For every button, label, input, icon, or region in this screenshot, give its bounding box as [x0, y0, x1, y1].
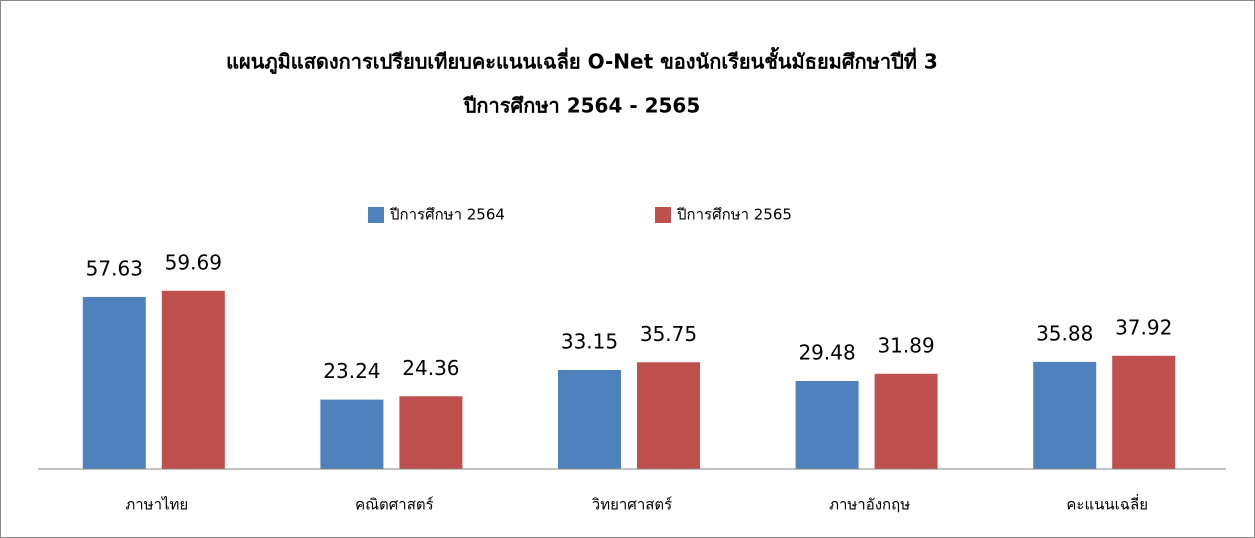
value-label: 23.24 — [323, 359, 380, 383]
chart-title: แผนภูมิแสดงการเปรียบเทียบคะแนนเฉลี่ย O-N… — [226, 47, 938, 76]
bar — [320, 399, 384, 469]
legend-swatch — [368, 207, 384, 223]
value-label: 33.15 — [561, 330, 618, 354]
x-tick-label: คณิตศาสตร์ — [355, 496, 434, 514]
value-label: 29.48 — [798, 340, 855, 364]
legend-label: ปีการศึกษา 2565 — [676, 206, 792, 224]
value-label: 59.69 — [165, 250, 222, 274]
bar — [161, 290, 225, 469]
x-tick-label: วิทยาศาสตร์ — [591, 496, 672, 514]
bar — [558, 370, 621, 469]
value-label: 37.92 — [1115, 315, 1172, 339]
bar — [1033, 361, 1097, 469]
x-tick-label: ภาษาอังกฤษ — [829, 496, 910, 514]
value-label: 24.36 — [402, 356, 459, 380]
legend-swatch — [655, 207, 671, 223]
value-label: 35.88 — [1036, 321, 1093, 345]
bar — [399, 396, 463, 469]
bar — [1112, 355, 1176, 469]
bar — [82, 296, 146, 469]
bar — [795, 380, 859, 469]
bar — [874, 373, 938, 469]
value-label: 57.63 — [86, 256, 143, 280]
bar — [637, 362, 700, 469]
x-tick-label: ภาษาไทย — [125, 496, 188, 514]
legend-label: ปีการศึกษา 2564 — [389, 206, 505, 224]
x-tick-label: คะแนนเฉลี่ย — [1066, 494, 1148, 514]
chart-subtitle: ปีการศึกษา 2564 - 2565 — [462, 94, 700, 118]
value-label: 31.89 — [877, 333, 934, 357]
value-label: 35.75 — [640, 322, 697, 346]
